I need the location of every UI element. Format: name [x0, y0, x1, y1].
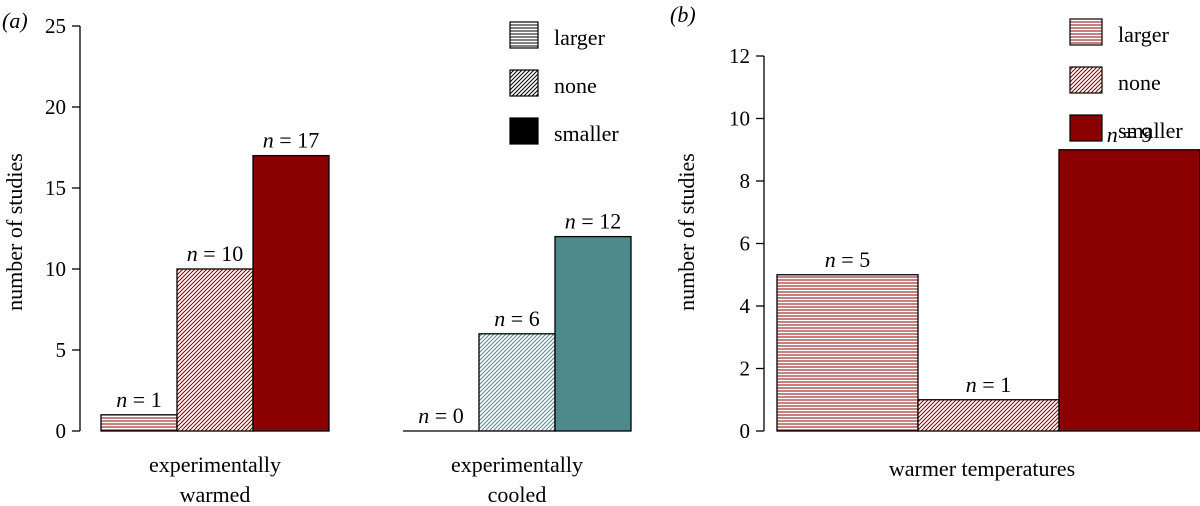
- panel-a-label: (a): [2, 8, 28, 33]
- x-group-label: experimentally: [451, 452, 583, 477]
- bar-smaller: [1058, 149, 1200, 432]
- y-tick-label: 2: [740, 357, 751, 381]
- legend-swatch-none: [1069, 66, 1103, 94]
- bar-smaller: [554, 235, 632, 432]
- bar-none: [917, 399, 1060, 432]
- x-group-label: warmed: [180, 482, 251, 506]
- y-tick-label: 20: [45, 95, 66, 119]
- panel-a-legend: larger none smaller: [509, 21, 619, 146]
- y-tick-label: 5: [56, 338, 67, 362]
- legend-swatch-smaller: [1069, 114, 1103, 142]
- data-label: n = 1: [116, 387, 161, 412]
- bar-larger: [100, 414, 178, 432]
- data-label: n = 17: [263, 128, 319, 153]
- bar-none: [478, 333, 556, 432]
- panel-b-y-axis: 0 2 4 6 8 10 12: [729, 44, 765, 443]
- y-tick-label: 6: [740, 232, 751, 256]
- panel-a-y-axis: 0 5 10 15 20 25: [45, 14, 81, 443]
- panel-a-x-labels: experimentally warmed experimentally cooled: [149, 452, 583, 506]
- legend-swatch-smaller: [509, 117, 539, 145]
- bar-none: [176, 268, 254, 432]
- y-tick-label: 10: [729, 107, 750, 131]
- panel-b-x-labels: warmer temperatures: [889, 456, 1075, 481]
- legend-label-smaller: smaller: [1118, 118, 1183, 143]
- legend-label-smaller: smaller: [554, 121, 619, 146]
- legend-label-larger: larger: [554, 25, 606, 50]
- data-label: n = 10: [187, 241, 243, 266]
- bar-larger: [776, 274, 919, 432]
- panel-a-ylabel: number of studies: [2, 153, 27, 311]
- panel-b-ylabel: number of studies: [674, 153, 699, 311]
- y-tick-label: 10: [45, 257, 66, 281]
- x-group-label: cooled: [488, 482, 547, 506]
- panel-a-bars: n = 1 n = 10 n = 17 n = 0 n = 6 n = 12: [100, 128, 632, 432]
- panel-b-bars: n = 5 n = 1 n = 9: [776, 122, 1200, 432]
- panel-b-legend: larger none smaller: [1069, 18, 1183, 143]
- data-label: n = 1: [966, 372, 1011, 397]
- data-label: n = 9: [1107, 122, 1152, 147]
- y-tick-label: 0: [740, 419, 751, 443]
- y-tick-label: 15: [45, 176, 66, 200]
- legend-label-none: none: [1118, 70, 1161, 95]
- y-tick-label: 8: [740, 169, 751, 193]
- legend-label-none: none: [554, 73, 597, 98]
- y-tick-label: 12: [729, 44, 750, 68]
- data-label: n = 0: [418, 403, 463, 428]
- legend-swatch-larger: [1069, 18, 1103, 46]
- panel-b-label: (b): [670, 2, 696, 27]
- data-label: n = 6: [494, 306, 539, 331]
- y-tick-label: 4: [740, 294, 751, 318]
- data-label: n = 5: [825, 247, 870, 272]
- bar-smaller: [252, 154, 330, 432]
- x-group-label: warmer temperatures: [889, 456, 1075, 481]
- legend-label-larger: larger: [1118, 22, 1170, 47]
- x-group-label: experimentally: [149, 452, 281, 477]
- legend-swatch-larger: [509, 21, 539, 49]
- legend-swatch-none: [509, 69, 539, 97]
- y-tick-label: 0: [56, 419, 67, 443]
- y-tick-label: 25: [45, 14, 66, 38]
- data-label: n = 12: [565, 209, 621, 234]
